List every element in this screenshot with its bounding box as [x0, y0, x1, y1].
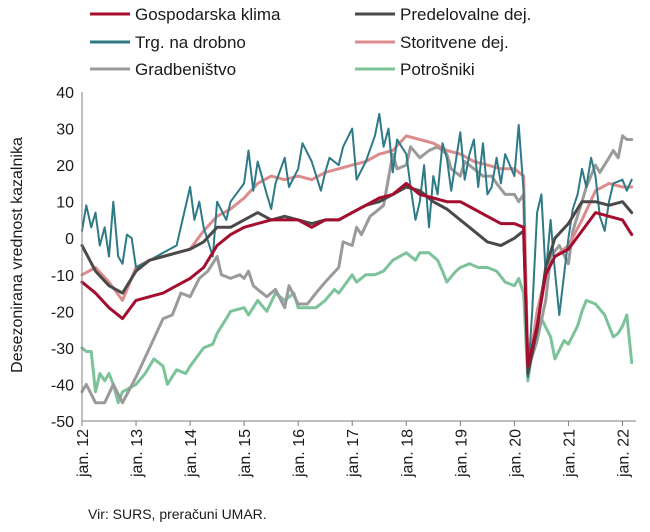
y-tick-label: 0 — [65, 231, 74, 248]
series-line-potro-niki — [80, 251, 634, 405]
y-axis-title: Desezonirana vrednost kazalnika — [9, 137, 26, 373]
y-tick-label: -40 — [51, 377, 74, 394]
y-tick-label: -10 — [51, 268, 74, 285]
y-tick-label: -50 — [51, 414, 74, 431]
y-tick-label: 10 — [56, 195, 74, 212]
x-tick-label: jan. 19 — [453, 429, 470, 478]
x-tick-label: jan. 13 — [129, 429, 146, 478]
x-tick-label: jan. 22 — [615, 429, 632, 478]
legend-label: Gradbeništvo — [135, 60, 236, 79]
x-tick-label: jan. 14 — [183, 429, 200, 478]
y-tick-label: 20 — [56, 158, 74, 175]
legend-label: Gospodarska klima — [135, 5, 281, 24]
x-tick-label: jan. 18 — [399, 429, 416, 478]
x-tick-label: jan. 17 — [345, 429, 362, 478]
x-tick-label: jan. 21 — [561, 429, 578, 478]
x-tick-label: jan. 20 — [507, 429, 524, 478]
x-tick-label: jan. 12 — [75, 429, 92, 478]
axes-layer: -50 -40 -30 -20 -10 0 10 20 30 40 jan. 12 jan. 13 ja… — [51, 85, 636, 478]
series-line-gospodarska-klima — [80, 181, 634, 368]
y-tick-label: -30 — [51, 341, 74, 358]
y-tick-label: 40 — [56, 85, 74, 102]
legend-label: Storitvene dej. — [400, 33, 509, 52]
series-layer — [80, 112, 634, 405]
x-tick-label: jan. 15 — [237, 429, 254, 478]
series-line-gradbeni-tvo — [80, 134, 634, 405]
series-line-trg-na-drobno — [81, 112, 633, 379]
legend: Gospodarska klima Predelovalne dej. Trg. n… — [90, 5, 531, 79]
y-tick-label: 30 — [56, 122, 74, 139]
legend-label: Trg. na drobno — [135, 33, 246, 52]
source-note: Vir: SURS, preračuni UMAR. — [88, 506, 267, 522]
x-tick-label: jan. 16 — [291, 429, 308, 478]
legend-label: Potrošniki — [400, 60, 475, 79]
y-tick-label: -20 — [51, 304, 74, 321]
legend-label: Predelovalne dej. — [400, 5, 531, 24]
